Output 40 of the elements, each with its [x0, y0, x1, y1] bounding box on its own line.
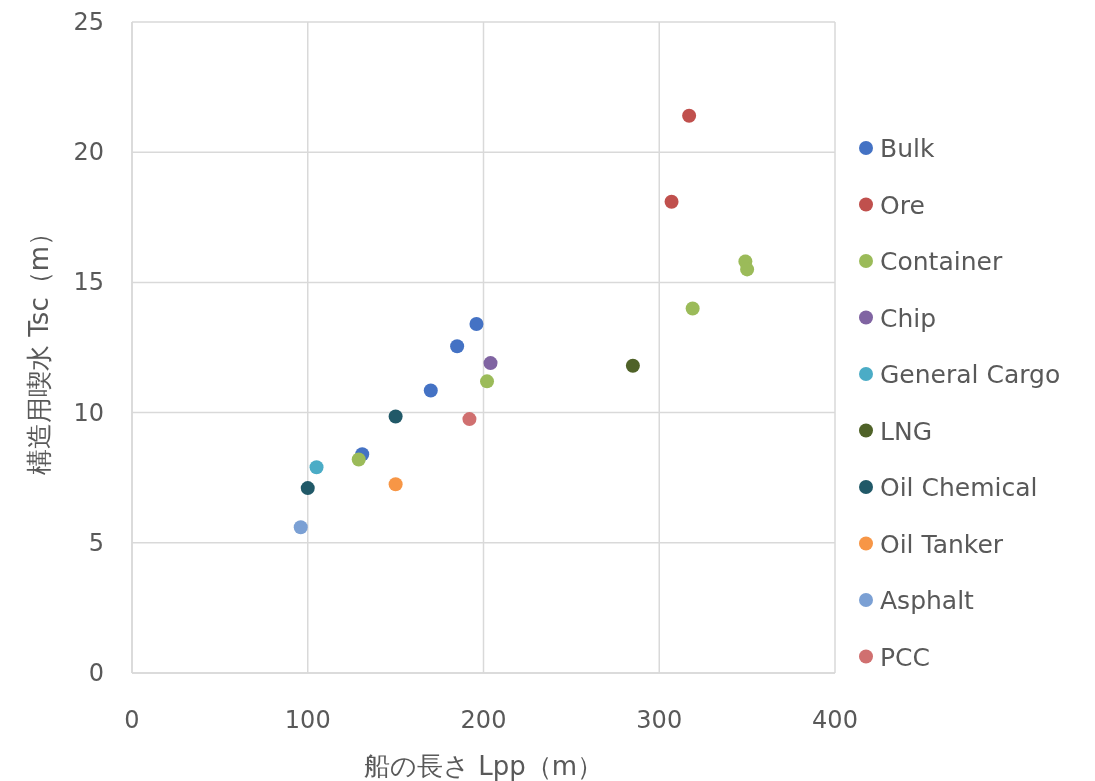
- legend-label: Ore: [880, 190, 925, 220]
- x-tick-label: 200: [460, 706, 507, 734]
- point: [423, 383, 438, 398]
- legend-label: PCC: [880, 642, 930, 672]
- legend-label: Container: [880, 247, 1003, 276]
- y-axis-title: 構造用喫水 Tsc（m）: [24, 219, 54, 476]
- legend-label: Asphalt: [880, 586, 975, 615]
- point: [664, 194, 679, 209]
- legend-label: Oil Chemical: [880, 473, 1038, 502]
- y-tick-label: 10: [73, 398, 104, 427]
- y-tick-label: 5: [88, 528, 104, 557]
- point: [293, 520, 308, 535]
- point: [483, 356, 498, 371]
- legend-label: Bulk: [880, 134, 935, 163]
- legend-label: LNG: [880, 416, 933, 446]
- legend-label: Oil Tanker: [880, 529, 1004, 559]
- y-tick-label: 25: [73, 8, 104, 36]
- point: [740, 262, 755, 277]
- x-tick-label: 400: [812, 706, 858, 734]
- y-tick-label: 0: [88, 659, 104, 687]
- point: [450, 339, 465, 354]
- legend-label: General Cargo: [880, 360, 1061, 389]
- point: [351, 452, 366, 467]
- point: [388, 477, 403, 492]
- x-axis-title: 船の長さ Lpp（m）: [363, 751, 604, 781]
- x-tick-label: 300: [636, 706, 683, 734]
- point: [300, 481, 315, 496]
- point: [388, 409, 403, 424]
- point: [462, 412, 477, 427]
- x-tick-label: 0: [124, 706, 140, 734]
- point: [469, 317, 484, 332]
- x-tick-label: 100: [284, 706, 331, 734]
- legend-label: Chip: [880, 303, 937, 333]
- point: [309, 460, 324, 475]
- point: [480, 374, 495, 389]
- y-tick-label: 15: [73, 268, 104, 297]
- point: [625, 358, 640, 373]
- point: [685, 301, 700, 316]
- y-tick-label: 20: [73, 138, 104, 167]
- point: [682, 108, 697, 123]
